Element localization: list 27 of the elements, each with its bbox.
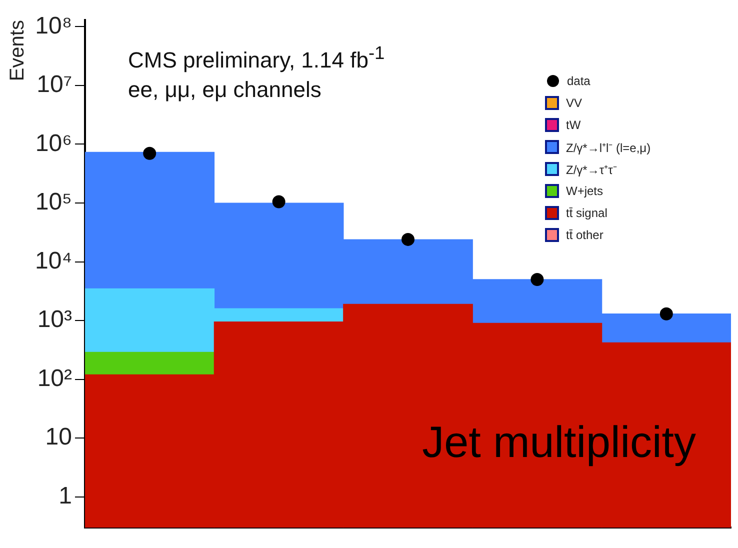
legend-label: W+jets bbox=[566, 184, 604, 198]
y-tick-label: 10⁵ bbox=[35, 188, 72, 216]
text: ee, μμ, eμ channels bbox=[128, 76, 322, 104]
annotation: Jet multiplicity bbox=[422, 418, 696, 468]
legend-label: Z/γ*→l⁺l⁻ (l=e,μ) bbox=[566, 140, 651, 156]
y-tick-label: 10³ bbox=[37, 306, 72, 334]
y-tick-label: 1 bbox=[58, 482, 72, 510]
y-tick-label: 10⁸ bbox=[35, 12, 72, 40]
point bbox=[402, 232, 415, 246]
point bbox=[660, 307, 673, 320]
text: CMS preliminary, 1.14 fb$^{-1}$ bbox=[128, 41, 385, 74]
point bbox=[143, 146, 156, 160]
y-tick-label: 10⁴ bbox=[34, 247, 72, 274]
point bbox=[272, 195, 286, 208]
bar bbox=[85, 352, 215, 376]
legend-label: VV bbox=[566, 96, 582, 110]
legend-label: Z/γ*→τ⁺τ⁻ bbox=[566, 162, 617, 178]
y-tick-label: 10⁶ bbox=[35, 130, 72, 157]
legend-label: tW bbox=[566, 118, 581, 132]
legend-label: tt̄ signal bbox=[566, 206, 608, 220]
point bbox=[530, 272, 544, 286]
y-axis-title: Events bbox=[6, 20, 29, 82]
legend-label: data bbox=[567, 74, 590, 88]
y-tick-label: 10² bbox=[37, 364, 72, 392]
legend-label: tt̄ other bbox=[566, 228, 604, 242]
y-tick-label: 10⁷ bbox=[36, 71, 72, 98]
y-tick-label: 10 bbox=[45, 424, 72, 451]
